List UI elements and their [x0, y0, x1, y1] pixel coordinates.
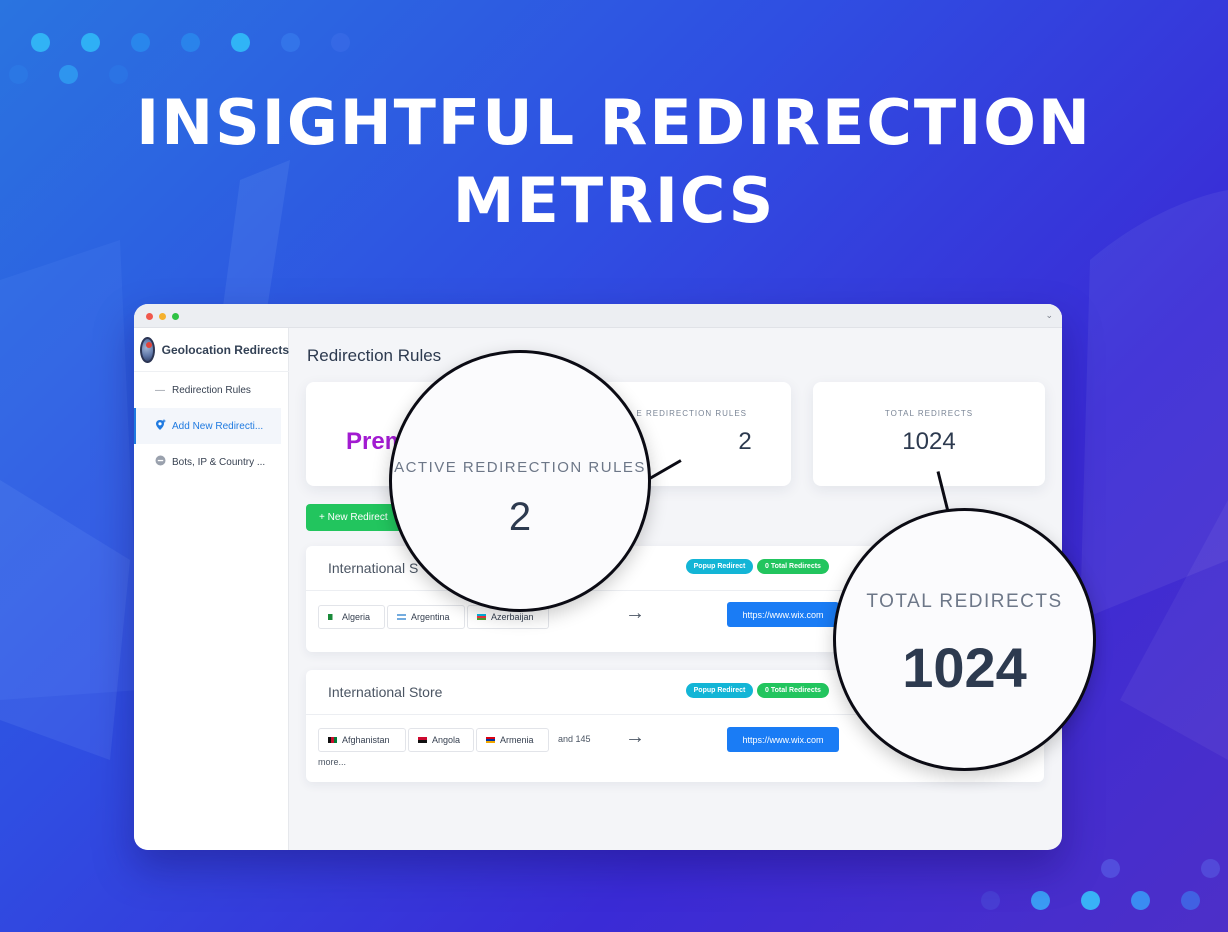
hero-line-2: METRICS: [452, 164, 776, 237]
more-countries-count[interactable]: and 145: [558, 734, 591, 744]
minimize-window-icon[interactable]: [159, 313, 166, 320]
sidebar-item-label: Add New Redirecti...: [172, 420, 264, 432]
sidebar: Geolocation Redirects — Redirection Rule…: [134, 328, 289, 850]
sidebar-item-add-new-redirect[interactable]: Add New Redirecti...: [134, 408, 281, 444]
country-chip: Argentina: [387, 605, 465, 629]
country-name: Argentina: [411, 612, 450, 622]
country-name: Armenia: [500, 735, 534, 745]
sidebar-item-redirection-rules[interactable]: — Redirection Rules: [134, 372, 281, 408]
country-chip: Afghanistan: [318, 728, 406, 752]
total-redirects-badge: 0 Total Redirects: [757, 559, 829, 574]
page-title: Redirection Rules: [307, 346, 442, 365]
flag-angola-icon: [418, 737, 427, 743]
pulse-icon: —: [155, 384, 165, 396]
active-rules-magnifier: ACTIVE REDIRECTION RULES 2: [389, 350, 651, 612]
country-chip: Algeria: [318, 605, 385, 629]
active-rules-label: E REDIRECTION RULES: [636, 409, 747, 418]
flag-argentina-icon: [397, 614, 406, 620]
sidebar-divider: [134, 371, 289, 372]
redirect-url-button[interactable]: https://www.wix.com: [727, 727, 839, 752]
flag-azerbaijan-icon: [477, 614, 486, 620]
app-name: Geolocation Redirects: [161, 343, 289, 357]
country-name: Algeria: [342, 612, 371, 622]
redirect-url-button[interactable]: https://www.wix.com: [727, 602, 839, 627]
flag-algeria-icon: [328, 614, 337, 620]
arrow-right-icon: →: [625, 726, 645, 748]
total-redirects-label: TOTAL REDIRECTS: [884, 409, 974, 418]
total-redirects-stat-card: TOTAL REDIRECTS 1024: [813, 382, 1045, 486]
maximize-window-icon[interactable]: [172, 313, 179, 320]
country-chip: Armenia: [476, 728, 549, 752]
hero-headline: INSIGHTFUL REDIRECTION METRICS: [0, 84, 1228, 240]
chevron-down-icon[interactable]: ⌄: [1045, 310, 1053, 320]
magnified-active-label: ACTIVE REDIRECTION RULES: [394, 459, 646, 476]
hero-line-1: INSIGHTFUL REDIRECTION: [136, 86, 1092, 159]
rule-name: International Store: [328, 684, 443, 700]
active-rules-value: 2: [738, 428, 752, 455]
popup-redirect-badge: Popup Redirect: [686, 559, 753, 574]
sidebar-item-bots-ip-country[interactable]: Bots, IP & Country ...: [134, 444, 281, 480]
window-titlebar: ⌄: [134, 304, 1062, 328]
globe-logo-icon: [140, 337, 155, 363]
magnified-active-value: 2: [508, 495, 532, 539]
magnified-total-label: TOTAL REDIRECTS: [866, 591, 1063, 612]
close-window-icon[interactable]: [146, 313, 153, 320]
country-chip: Angola: [408, 728, 474, 752]
popup-redirect-badge: Popup Redirect: [686, 683, 753, 698]
arrow-right-icon: →: [625, 602, 645, 624]
country-name: Azerbaijan: [491, 612, 534, 622]
total-redirects-badge: 0 Total Redirects: [757, 683, 829, 698]
rule-name: International S: [328, 560, 419, 576]
total-redirects-magnifier: TOTAL REDIRECTS 1024: [833, 508, 1096, 771]
flag-armenia-icon: [486, 737, 495, 743]
magnified-total-value: 1024: [902, 636, 1027, 699]
country-name: Afghanistan: [342, 735, 390, 745]
location-pin-plus-icon: [154, 419, 166, 434]
rule-divider: [306, 714, 1044, 715]
total-redirects-value: 1024: [902, 428, 956, 455]
more-countries-link[interactable]: more...: [318, 757, 347, 767]
app-brand[interactable]: Geolocation Redirects: [140, 334, 289, 366]
flag-afghanistan-icon: [328, 737, 337, 743]
country-name: Angola: [432, 735, 461, 745]
sidebar-item-label: Bots, IP & Country ...: [172, 456, 266, 468]
minus-circle-icon: [154, 455, 166, 469]
sidebar-item-label: Redirection Rules: [172, 384, 251, 396]
rule-divider: [306, 590, 1044, 591]
